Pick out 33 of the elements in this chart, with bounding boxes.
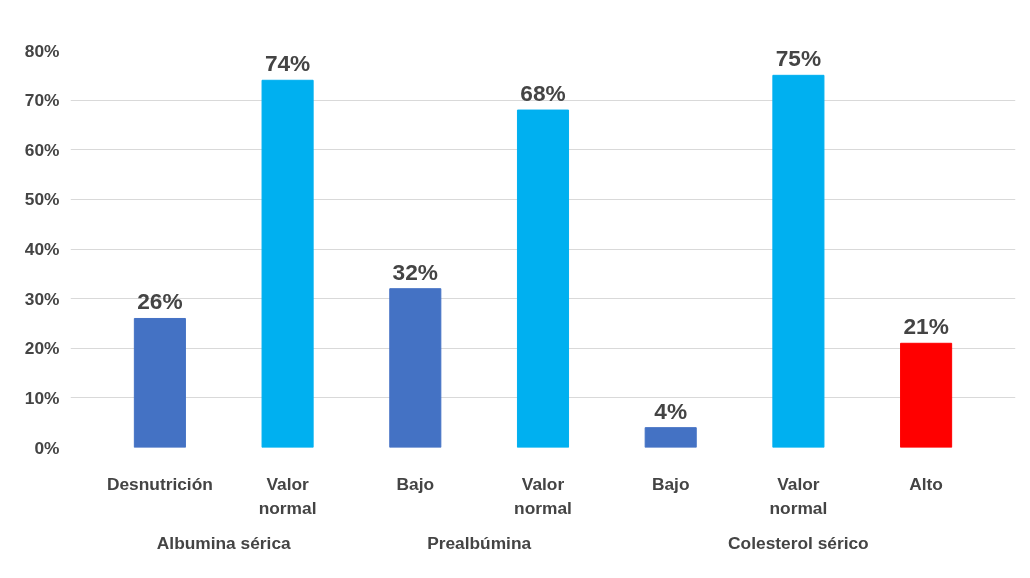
y-tick-label: 50% <box>24 189 60 210</box>
data-label: 32% <box>392 258 438 285</box>
x-tick-label: Desnutrición <box>106 473 213 494</box>
y-tick-label: 60% <box>24 139 60 160</box>
data-label: 74% <box>264 50 311 77</box>
bar <box>389 288 442 448</box>
data-label: 4% <box>654 397 688 424</box>
data-label: 26% <box>137 288 183 315</box>
bar <box>261 79 314 448</box>
y-tick-label: 80% <box>24 40 60 61</box>
y-tick-label: 40% <box>24 239 60 259</box>
y-tick-label: 30% <box>24 288 60 309</box>
y-tick-label: 70% <box>24 90 60 111</box>
y-tick-label: 0% <box>34 437 60 458</box>
text: Colesterol sérico <box>728 533 869 553</box>
text: Prealbúmina <box>427 533 532 553</box>
data-label: 68% <box>520 80 566 107</box>
data-label: 21% <box>903 313 949 340</box>
bar <box>133 317 186 448</box>
y-tick-label: 20% <box>24 338 60 359</box>
x-tick-label: Alto <box>909 473 943 494</box>
x-tick-label: Valor normal <box>258 473 317 518</box>
bar <box>772 74 825 448</box>
x-tick-label: Bajo <box>651 473 690 494</box>
text: Albumina sérica <box>156 533 292 553</box>
x-tick-label: Valor normal <box>514 473 572 518</box>
x-tick-label: Bajo <box>396 473 435 494</box>
data-label: 75% <box>775 45 822 72</box>
x-tick-label: Valor normal <box>769 473 828 518</box>
y-tick-label: 10% <box>24 387 60 408</box>
bar <box>516 109 570 448</box>
bar <box>900 342 953 448</box>
bar <box>644 427 697 448</box>
